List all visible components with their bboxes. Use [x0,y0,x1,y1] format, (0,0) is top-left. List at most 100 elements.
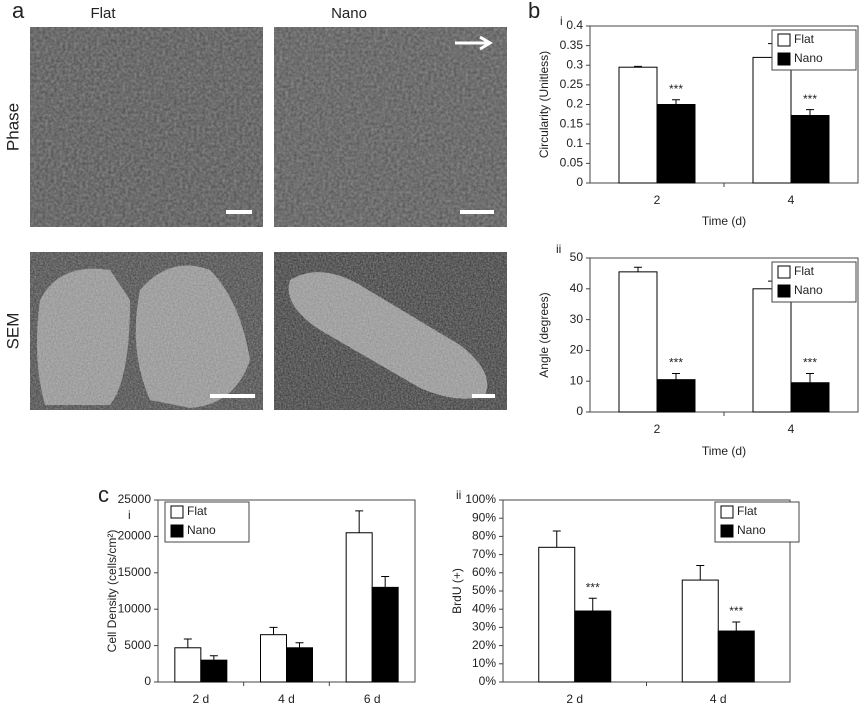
bar [200,659,228,683]
y-tick-label: 10 [570,373,584,387]
error-bar [552,530,561,548]
y-tick-label: 40% [472,601,496,615]
significance: *** [803,356,817,370]
y-axis-label: Circularity (Unitless) [537,51,551,158]
error-bar [806,373,814,383]
error-bar [732,621,741,632]
x-tick-label: 4 d [710,692,727,706]
legend-swatch [777,52,791,66]
bar [286,647,313,683]
y-tick-label: 70% [472,547,496,561]
y-axis-label: Angle (degrees) [537,292,551,377]
panel-sublabel: ii [456,488,461,502]
panel-sublabel: ii [556,242,561,256]
x-tick-label: 4 [788,193,795,207]
y-tick-label: 50% [472,583,496,597]
phase-texture [274,27,507,227]
legend-swatch [777,265,791,279]
error-bar [381,575,390,588]
x-tick-label: 2 [654,193,661,207]
y-tick-label: 20 [570,343,584,357]
y-tick-label: 90% [472,510,496,524]
significance: *** [586,580,600,594]
y-tick-label: 0.2 [566,97,583,111]
legend-label: Nano [794,51,823,65]
y-tick-label: 15000 [118,565,152,579]
y-tick-label: 0.15 [560,116,584,130]
y-tick-label: 50 [570,250,584,264]
legend-label: Nano [187,523,216,537]
y-tick-label: 0.1 [566,136,583,150]
legend-label: Flat [794,264,815,278]
legend-label: Flat [187,504,208,518]
bar [574,610,612,683]
y-tick-label: 20% [472,638,496,652]
bar [681,579,719,683]
bar [656,379,696,413]
y-tick-label: 10000 [118,601,152,615]
legend-swatch [170,524,184,538]
legend-label: Nano [794,283,823,297]
x-tick-label: 6 d [364,692,381,706]
legend-label: Flat [737,504,758,518]
error-bar [672,99,680,105]
y-tick-label: 0.25 [560,77,584,91]
panel-label: c [98,482,109,507]
x-tick-label: 4 d [278,692,295,706]
bar [618,66,658,184]
panel-label: b [528,0,540,23]
row-label: Phase [3,103,22,151]
y-axis-label: Cell Density (cells/cm²) [105,530,119,653]
panel-sublabel: i [128,508,131,522]
error-bar [183,638,192,648]
y-tick-label: 5000 [124,638,151,652]
significance: *** [669,356,683,370]
legend-label: Nano [737,523,766,537]
error-bar [295,642,304,648]
y-tick-label: 25000 [118,492,152,506]
y-tick-label: 0.35 [560,38,584,52]
y-tick-label: 0.05 [560,156,584,170]
bar [752,56,792,184]
x-tick-label: 2 d [566,692,583,706]
bar [752,288,792,413]
bar [538,546,576,683]
legend-label: Flat [794,32,815,46]
y-tick-label: 0 [576,175,583,189]
x-axis-label: Time (d) [702,444,746,458]
micrographs [30,27,507,410]
significance: *** [669,82,683,96]
x-axis-label: Time (d) [702,214,746,228]
panel-sublabel: i [560,14,563,28]
legend-swatch [720,505,734,519]
error-bar [806,109,814,116]
sem-texture [274,252,507,410]
error-bar [634,65,642,68]
column-label: Flat [90,5,116,22]
direction-arrow [455,35,493,51]
y-tick-label: 0 [144,674,151,688]
bar [790,382,830,413]
bar [618,271,658,413]
significance: *** [803,92,817,106]
legend-swatch [720,524,734,538]
bar [260,634,287,683]
y-tick-label: 10% [472,656,496,670]
y-tick-label: 20000 [118,529,152,543]
panel-label: a [12,0,25,23]
bar [371,586,399,683]
sem-texture [30,252,263,410]
y-axis-label: BrdU (+) [450,568,464,614]
bar [174,647,202,683]
error-bar [355,510,364,533]
error-bar [696,565,705,581]
y-tick-label: 0.3 [566,57,583,71]
y-tick-label: 80% [472,529,496,543]
y-tick-label: 30 [570,312,584,326]
y-tick-label: 100% [465,492,496,506]
phase-texture [30,27,263,227]
significance: *** [729,604,743,618]
y-tick-label: 30% [472,620,496,634]
error-bar [269,626,278,635]
